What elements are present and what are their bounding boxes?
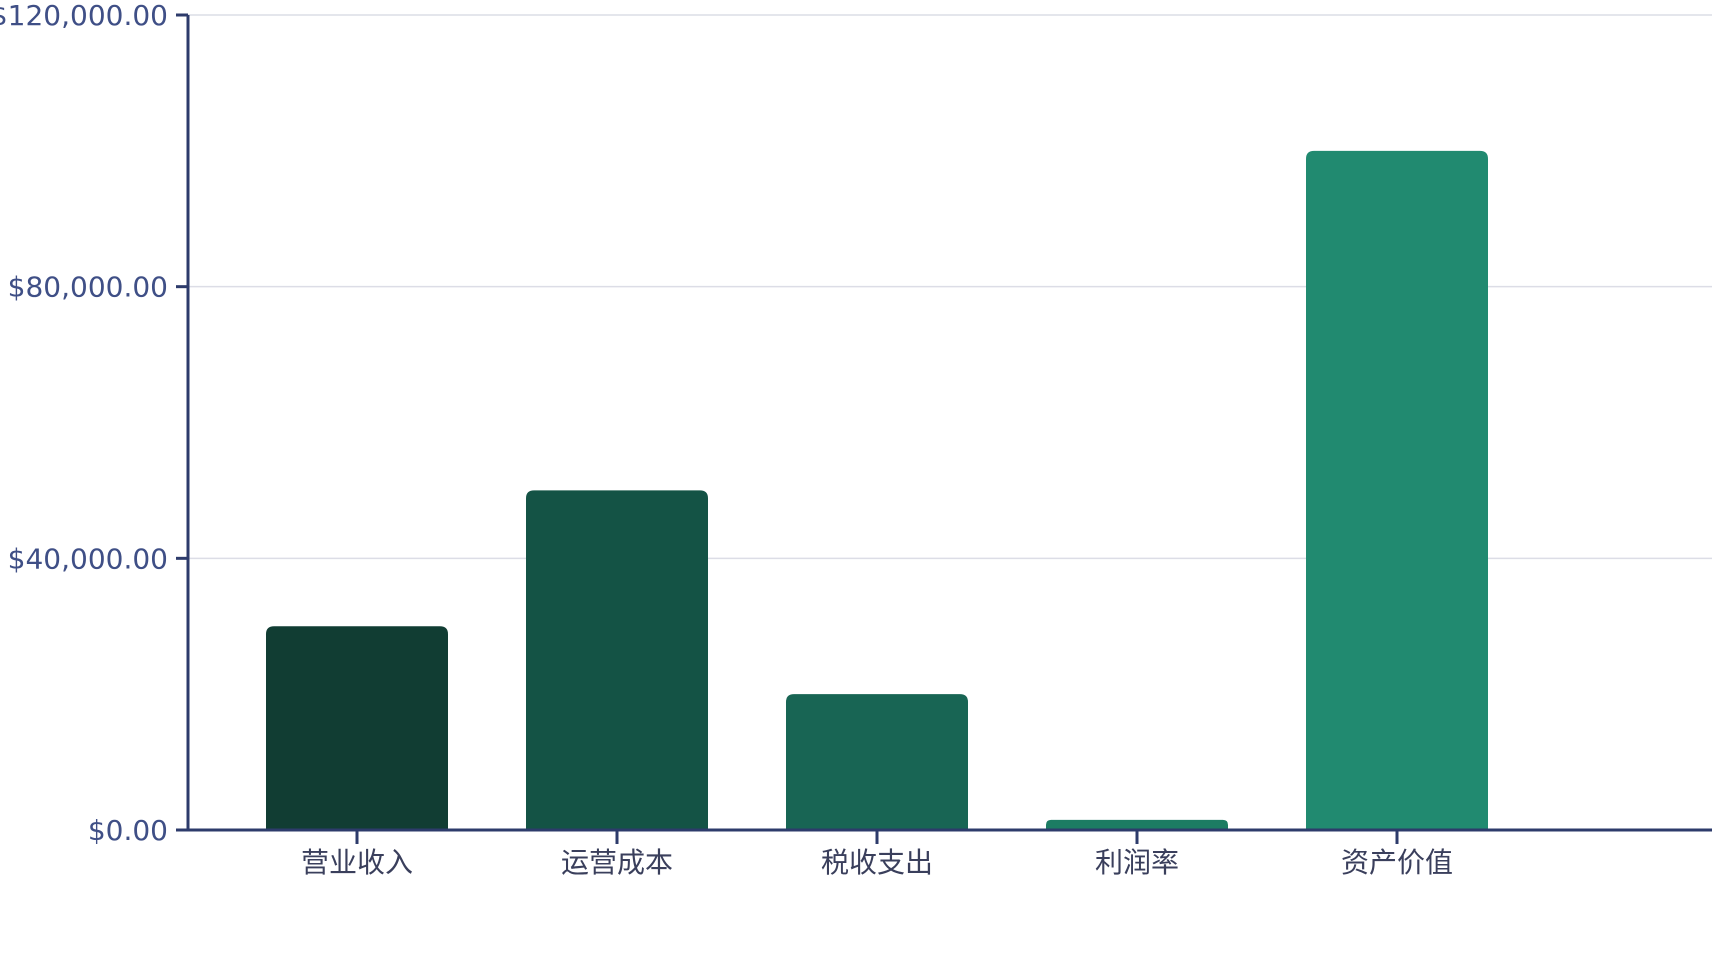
y-tick-label: $80,000.00 (8, 271, 168, 304)
x-tick-label: 运营成本 (561, 846, 673, 879)
x-tick-label: 税收支出 (821, 846, 933, 879)
x-tick-label: 利润率 (1095, 846, 1179, 879)
y-tick-label: $0.00 (88, 814, 168, 847)
bars (266, 150, 1488, 831)
bar[interactable] (266, 626, 448, 830)
y-tick-label: $40,000.00 (8, 542, 168, 575)
bar[interactable] (1046, 819, 1228, 830)
y-tick-label: $120,000.00 (0, 0, 168, 32)
axes (176, 13, 1712, 844)
bar[interactable] (1306, 150, 1488, 831)
x-tick-label: 营业收入 (301, 846, 413, 879)
bar[interactable] (786, 694, 968, 830)
bar[interactable] (526, 490, 708, 830)
labels: $0.00 $40,000.00 $80,000.00 $120,000.00 营业收入… (0, 0, 1453, 879)
x-tick-label: 资产价值 (1341, 846, 1453, 879)
